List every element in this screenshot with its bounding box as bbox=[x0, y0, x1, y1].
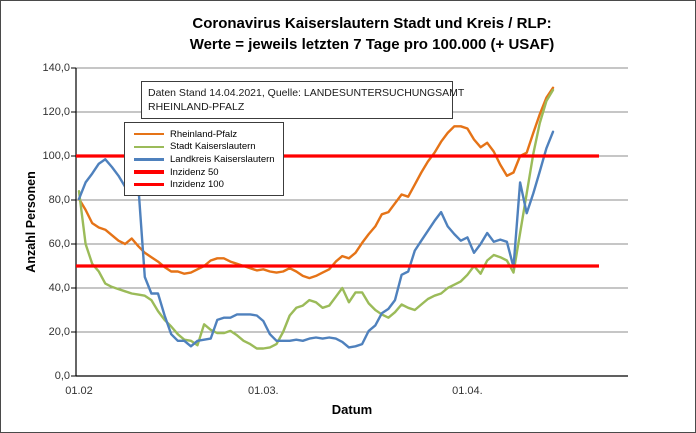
series-line-landkreis-kaiserslautern bbox=[77, 130, 555, 349]
y-tick-label: 0,0 bbox=[54, 369, 70, 382]
legend-item-rheinland-pfalz: Rheinland-Pfalz bbox=[134, 128, 283, 141]
y-tick-label: 80,0 bbox=[48, 193, 70, 206]
x-tick-label: 01.03. bbox=[248, 385, 279, 397]
legend-line-swatch-icon bbox=[134, 133, 164, 136]
chart-title-line1: Coronavirus Kaiserslautern Stadt und Kre… bbox=[192, 15, 552, 32]
series-line-rheinland-pfalz bbox=[77, 86, 555, 280]
legend-item-label: Landkreis Kaiserslautern bbox=[170, 153, 275, 165]
legend-line-swatch-icon bbox=[134, 170, 164, 174]
data-source-line1: Daten Stand 14.04.2021, Quelle: LANDESUN… bbox=[148, 87, 465, 99]
legend-item-label: Stadt Kaiserslautern bbox=[170, 141, 256, 153]
y-tick-label: 40,0 bbox=[48, 281, 70, 294]
chart-title-line2: Werte = jeweils letzten 7 Tage pro 100.0… bbox=[189, 36, 555, 53]
x-tick-label: 01.02 bbox=[65, 385, 93, 397]
y-tick-label: 20,0 bbox=[48, 325, 70, 338]
y-tick-label: 140,0 bbox=[42, 61, 70, 74]
x-axis-title: Datum bbox=[331, 402, 373, 417]
legend-line-swatch-icon bbox=[134, 183, 164, 187]
legend-item-label: Inzidenz 100 bbox=[170, 179, 224, 191]
y-tick-label: 100,0 bbox=[42, 149, 70, 162]
y-tick-label: 120,0 bbox=[42, 105, 70, 118]
y-tick-label: 60,0 bbox=[48, 237, 70, 250]
legend-item-landkreis-kaiserslautern: Landkreis Kaiserslautern bbox=[134, 153, 283, 166]
data-source-box: Daten Stand 14.04.2021, Quelle: LANDESUN… bbox=[141, 81, 465, 119]
legend-item-inzidenz-100: Inzidenz 100 bbox=[134, 178, 283, 191]
y-axis-title: Anzahl Personen bbox=[24, 171, 38, 273]
chart-legend: Rheinland-Pfalz Stadt Kaiserslautern Landk… bbox=[124, 122, 284, 196]
legend-line-swatch-icon bbox=[134, 145, 164, 149]
chart-title: Coronavirus Kaiserslautern Stadt und Kre… bbox=[61, 13, 683, 55]
data-source-line2: RHEINLAND-PFALZ bbox=[148, 101, 245, 113]
x-tick-label: 01.04. bbox=[452, 385, 483, 397]
legend-item-label: Rheinland-Pfalz bbox=[170, 128, 238, 140]
legend-item-stadt-kaiserslautern: Stadt Kaiserslautern bbox=[134, 141, 283, 154]
legend-item-label: Inzidenz 50 bbox=[170, 166, 219, 178]
legend-line-swatch-icon bbox=[134, 158, 164, 161]
legend-item-inzidenz-50: Inzidenz 50 bbox=[134, 166, 283, 179]
